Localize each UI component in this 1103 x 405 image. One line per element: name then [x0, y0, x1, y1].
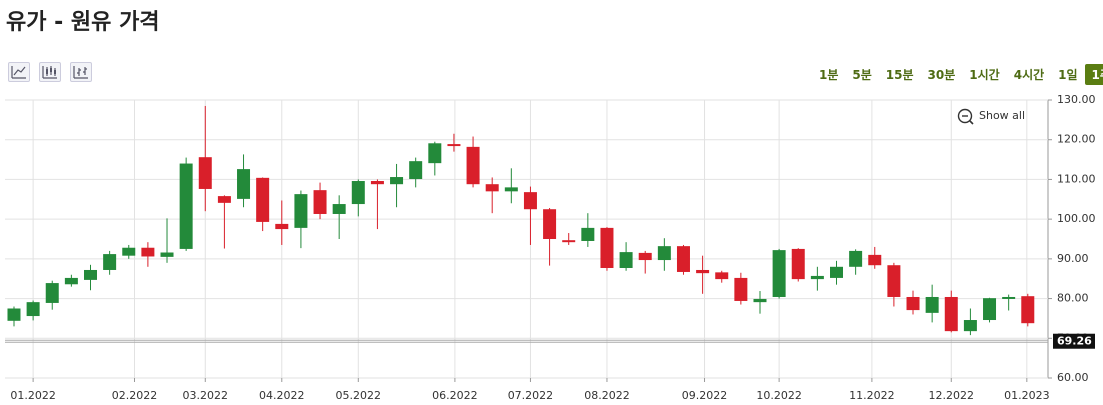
candle-body: [466, 146, 480, 185]
candle-body: [217, 196, 231, 203]
y-tick-label: 100.00: [1057, 212, 1096, 225]
chart-type-tools: [8, 62, 92, 82]
candle-body: [657, 246, 671, 261]
x-tick-label: 02.2022: [112, 389, 158, 402]
x-tick-label: 07.2022: [508, 389, 554, 402]
candle-body: [944, 296, 958, 332]
interval-button[interactable]: 5분: [852, 68, 872, 82]
candle-body: [237, 169, 251, 199]
candle-body: [1002, 296, 1016, 299]
candle-body: [887, 265, 901, 297]
candle-body: [409, 161, 423, 180]
ohlc-chart-toggle[interactable]: [70, 62, 92, 82]
candle-body: [715, 272, 729, 280]
candle-body: [294, 194, 308, 228]
candle-body: [906, 296, 920, 311]
x-tick-label: 05.2022: [336, 389, 382, 402]
y-tick-label: 60.00: [1057, 371, 1089, 384]
x-tick-label: 01.2023: [1004, 389, 1050, 402]
show-all-button[interactable]: Show all: [957, 108, 1026, 125]
interval-button[interactable]: 15분: [885, 68, 914, 82]
candle-body: [581, 227, 595, 241]
interval-button[interactable]: 1주: [1084, 64, 1103, 85]
candle-body: [619, 252, 633, 268]
candle-body: [103, 254, 117, 270]
y-tick-label: 110.00: [1057, 172, 1096, 185]
candle-body: [1021, 296, 1035, 324]
x-tick-label: 08.2022: [584, 389, 630, 402]
x-tick-label: 10.2022: [756, 389, 802, 402]
candle-body: [562, 240, 576, 243]
candle-body: [122, 247, 136, 256]
candle-body: [638, 252, 652, 261]
candle-body: [791, 248, 805, 280]
x-tick-label: 01.2022: [10, 389, 56, 402]
y-tick-label: 90.00: [1057, 252, 1089, 265]
candle-body: [600, 227, 614, 268]
candle-body: [447, 144, 461, 147]
interval-button[interactable]: 1분: [819, 68, 839, 82]
candle-body: [543, 209, 557, 239]
candle-body: [26, 302, 40, 317]
candle-body: [849, 250, 863, 267]
candle-body: [370, 181, 384, 185]
last-price-box: [1053, 333, 1095, 349]
y-tick-label: 130.00: [1057, 93, 1096, 106]
x-tick-label: 03.2022: [183, 389, 229, 402]
candle-body: [485, 184, 499, 192]
candle-body: [830, 266, 844, 278]
candle-body: [351, 181, 365, 205]
page-title: 유가 - 원유 가격: [6, 10, 160, 35]
candle-body: [696, 269, 710, 274]
interval-button[interactable]: 4시간: [1013, 68, 1045, 82]
interval-selector: 1분 5분 15분 30분 1시간 4시간 1일 1주: [812, 64, 1103, 85]
candle-body: [45, 283, 59, 303]
candle-body: [428, 143, 442, 164]
candle-body: [983, 298, 997, 321]
x-tick-label: 12.2022: [929, 389, 975, 402]
candle-body: [256, 177, 270, 222]
interval-button[interactable]: 1시간: [969, 68, 1000, 82]
interval-button[interactable]: 30분: [927, 68, 956, 82]
x-tick-label: 04.2022: [259, 389, 305, 402]
candle-chart-toggle[interactable]: [39, 62, 61, 82]
candle-body: [198, 157, 212, 189]
candle-body: [179, 163, 193, 249]
candle-body: [868, 254, 882, 266]
candle-body: [963, 320, 977, 332]
candle-body: [925, 296, 939, 313]
y-tick-label: 80.00: [1057, 292, 1089, 305]
candle-body: [275, 223, 289, 230]
candle-body: [504, 187, 518, 192]
x-tick-label: 06.2022: [432, 389, 478, 402]
candle-body: [523, 192, 537, 210]
interval-button[interactable]: 1일: [1058, 68, 1078, 82]
candle-body: [734, 277, 748, 301]
candle-body: [676, 246, 690, 272]
candle-body: [390, 177, 404, 185]
x-tick-label: 11.2022: [849, 389, 895, 402]
candle-body: [332, 204, 346, 214]
show-all-label: Show all: [979, 109, 1025, 122]
candle-body: [313, 190, 327, 214]
candle-body: [753, 298, 767, 303]
line-chart-toggle[interactable]: [8, 62, 30, 82]
y-tick-label: 120.00: [1057, 133, 1096, 146]
candle-body: [160, 252, 174, 257]
candle-body: [810, 275, 824, 280]
x-tick-label: 09.2022: [682, 389, 728, 402]
candle-body: [84, 269, 98, 280]
candle-body: [141, 247, 155, 257]
candle-body: [772, 250, 786, 297]
candle-body: [7, 308, 21, 321]
candle-body: [64, 277, 78, 285]
last-price-label: 69.26: [1057, 335, 1092, 348]
